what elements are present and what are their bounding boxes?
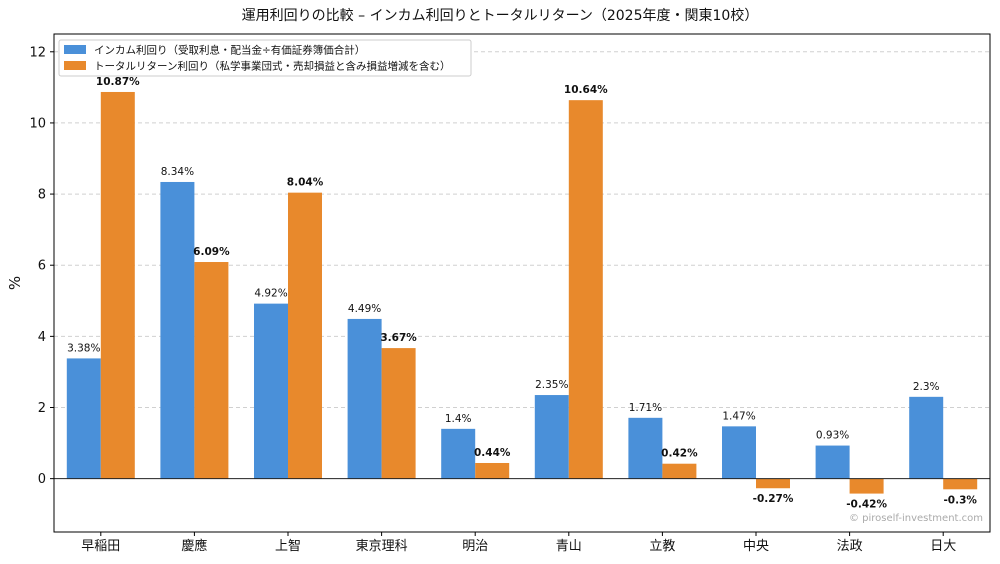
data-label: -0.42% <box>846 499 887 511</box>
legend-swatch-income <box>64 45 86 54</box>
plot-frame <box>53 33 991 533</box>
data-label: 0.44% <box>474 447 511 459</box>
bar-income <box>722 426 756 479</box>
y-tick-label: 8 <box>38 188 46 203</box>
y-tick-label: 12 <box>29 45 46 60</box>
y-tick-label: 6 <box>38 259 46 274</box>
x-tick-label: 上智 <box>275 539 301 554</box>
x-tick-label: 立教 <box>649 538 675 554</box>
bar-income <box>66 358 101 479</box>
axes: 0 2 4 6 8 10 12 早稲田 慶應 上智 東京理科 明治 青山 立教 中央 法政 日大 <box>29 33 991 554</box>
x-tick-label: 中央 <box>743 539 769 554</box>
x-tick-label: 青山 <box>556 539 582 554</box>
y-tick-label: 10 <box>29 116 46 131</box>
data-label: 1.4% <box>445 413 472 425</box>
chart-title: 運用利回りの比較 – インカム利回りとトータルリターン（2025年度・関東10校… <box>242 7 759 24</box>
x-tick-label: 日大 <box>930 539 956 554</box>
y-tick-label: 2 <box>38 401 46 416</box>
data-label: 8.34% <box>161 166 194 178</box>
data-labels: 3.38% 8.34% 4.92% 4.49% 1.4% 2.35% 1.71% 1.47% 0… <box>67 76 977 511</box>
data-label: 4.49% <box>348 303 381 315</box>
x-tick-label: 明治 <box>462 539 488 554</box>
bar-total-return <box>756 478 790 489</box>
x-tick-label: 法政 <box>837 539 863 554</box>
bar-income <box>254 303 288 479</box>
bar-income <box>534 395 569 479</box>
bar-income <box>347 318 382 479</box>
x-tick-label: 慶應 <box>181 538 207 554</box>
bar-income <box>160 181 195 479</box>
data-label: 10.87% <box>96 76 140 88</box>
y-axis-label: % <box>6 276 24 290</box>
watermark: © piroself-investment.com <box>849 513 983 524</box>
legend-label-total-return: トータルリターン利回り（私学事業団式・売却損益と含み損益増減を含む） <box>94 60 450 73</box>
bar-total-return <box>100 91 135 479</box>
data-label: 1.47% <box>722 410 755 422</box>
x-tick-label: 早稲田 <box>81 539 120 554</box>
bar-income <box>628 417 663 479</box>
bar-total-return <box>662 463 697 479</box>
bar-income <box>815 445 850 479</box>
bar-income <box>909 396 944 479</box>
data-label: 0.93% <box>816 430 849 442</box>
legend-swatch-total-return <box>64 61 86 70</box>
data-label: 3.67% <box>380 332 417 344</box>
bar-total-return <box>849 478 884 494</box>
bar-total-return <box>568 100 603 479</box>
x-tick-label: 東京理科 <box>356 538 408 554</box>
legend-label-income: インカム利回り（受取利息・配当金÷有価証券簿価合計） <box>94 44 365 57</box>
data-label: 3.38% <box>67 342 100 354</box>
data-label: -0.27% <box>753 493 794 505</box>
bar-total-return <box>194 262 229 479</box>
y-tick-label: 0 <box>38 472 46 487</box>
bar-total-return <box>381 348 416 479</box>
data-label: 6.09% <box>193 246 230 258</box>
data-label: 2.35% <box>535 379 568 391</box>
bar-total-return <box>288 192 322 479</box>
y-tick-label: 4 <box>38 330 46 345</box>
data-label: 2.3% <box>913 381 940 393</box>
bars <box>66 91 978 494</box>
data-label: 10.64% <box>564 84 608 96</box>
bar-total-return <box>943 478 978 490</box>
data-label: 4.92% <box>254 288 287 300</box>
data-label: -0.3% <box>943 494 977 506</box>
data-label: 8.04% <box>287 177 324 189</box>
data-label: 1.71% <box>629 402 662 414</box>
legend-frame <box>58 39 472 77</box>
bar-income <box>441 428 476 479</box>
bar-total-return <box>475 462 510 479</box>
legend: インカム利回り（受取利息・配当金÷有価証券簿価合計） トータルリターン利回り（私… <box>58 39 472 77</box>
data-label: 0.42% <box>661 448 698 460</box>
